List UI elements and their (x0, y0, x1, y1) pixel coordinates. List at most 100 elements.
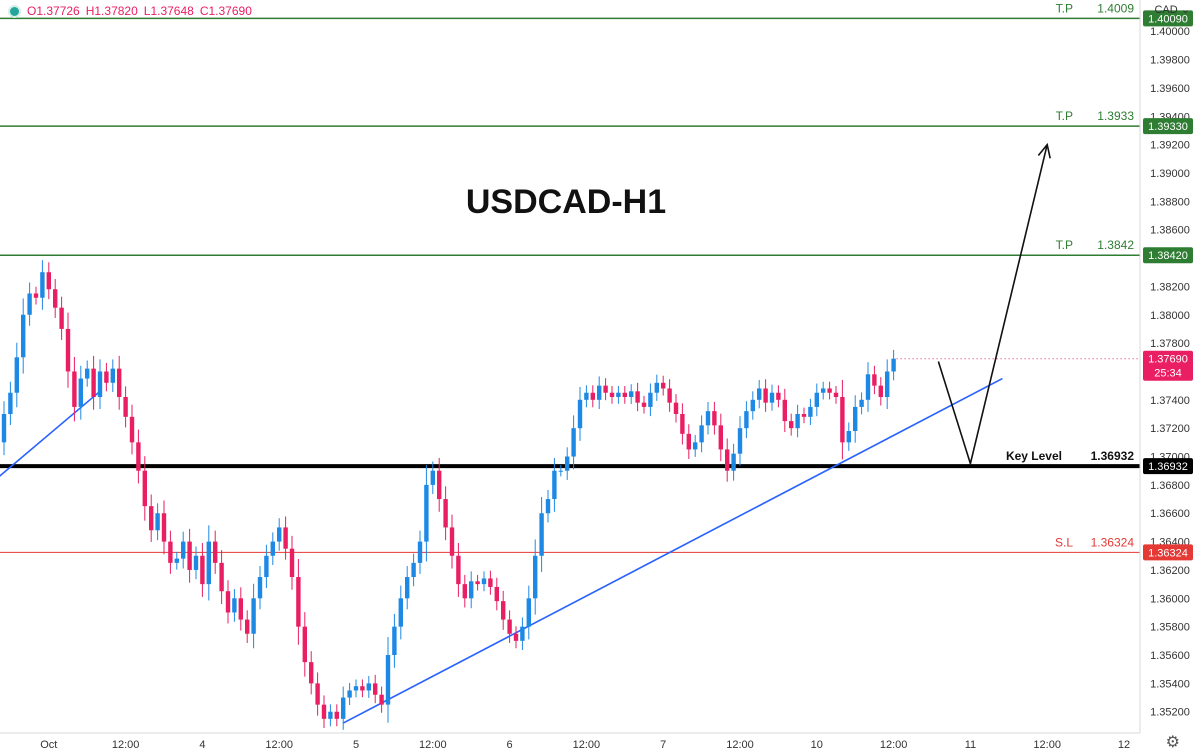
candle-body (424, 484, 429, 542)
x-tick-label: 12:00 (419, 739, 447, 751)
candle-body (737, 428, 743, 454)
x-tick-label: 12:00 (880, 739, 908, 751)
candle-body (827, 388, 832, 393)
x-tick-label: 12:00 (112, 739, 140, 751)
candle-body (558, 470, 563, 472)
candle-body (91, 368, 96, 397)
candle-body (789, 421, 794, 429)
sl-price-tag-text: 1.36324 (1148, 547, 1188, 559)
candle-body (513, 633, 519, 641)
candle-body (85, 368, 90, 379)
x-tick-label: 12:00 (265, 739, 293, 751)
y-tick-label: 1.38200 (1150, 281, 1190, 293)
x-tick-label: Oct (40, 739, 57, 751)
candle-body (616, 392, 621, 397)
candle-body (757, 388, 762, 400)
candle-body (833, 392, 839, 397)
tp-level-label: T.P (1056, 109, 1073, 123)
y-tick-label: 1.38600 (1150, 225, 1190, 237)
x-tick-label: 11 (965, 739, 976, 751)
price-axis[interactable]: 1.400001.398001.396001.394001.392001.390… (1150, 26, 1190, 719)
candle-body (584, 392, 589, 400)
countdown-text: 25:34 (1154, 368, 1182, 380)
time-axis[interactable]: Oct 12:00 4 12:00 5 12:00 6 12:00 7 12:00 10 12:00 1… (40, 739, 1130, 751)
candle-body (750, 399, 755, 412)
tp-price-tag (1143, 247, 1193, 264)
candle-body (110, 368, 115, 383)
candle-body (571, 428, 576, 457)
candle-body (597, 385, 602, 400)
sl-level-value: 1.36324 (1091, 535, 1135, 549)
current-price-tag (1143, 350, 1193, 381)
currency-selector[interactable]: CAD ⌄ (1154, 3, 1190, 16)
tp-price-tag (1143, 118, 1193, 135)
candle-body (661, 382, 666, 389)
candle-body (552, 470, 557, 500)
x-tick-label: 10 (811, 739, 823, 751)
candle-body (872, 374, 877, 386)
key-level-label: Key Level (1006, 449, 1062, 463)
candle-body (257, 577, 263, 599)
candle-body (187, 541, 192, 570)
tp-level-value: 1.3933 (1097, 109, 1134, 123)
candle-body (814, 392, 819, 407)
candle-body (680, 413, 685, 434)
y-tick-label: 1.37800 (1150, 338, 1190, 350)
y-tick-label: 1.38800 (1150, 196, 1190, 208)
y-tick-label: 1.40000 (1150, 26, 1190, 38)
candle-body (59, 307, 64, 329)
tp-level-label: T.P (1056, 1, 1073, 15)
candle-body (629, 391, 634, 397)
candle-body (174, 558, 179, 563)
candle-body (206, 541, 211, 585)
candle-body (360, 686, 365, 691)
candle-body (462, 584, 467, 599)
candle-body (129, 416, 135, 443)
candle-body (373, 683, 378, 695)
high-value: H1.37820 (85, 4, 138, 18)
candle-body (801, 413, 807, 417)
candle-body (117, 368, 122, 397)
candle-body (328, 711, 333, 719)
trendline[interactable] (342, 377, 1003, 724)
status-dot-icon (8, 4, 21, 18)
candle-body (136, 442, 141, 471)
candle-body (769, 392, 775, 403)
candle-body (635, 391, 640, 403)
candle-body (181, 541, 186, 559)
chart-title: USDCAD-H1 (466, 183, 666, 221)
sl-level-label: S.L (1055, 535, 1073, 549)
gear-icon[interactable]: ⚙ (1165, 734, 1180, 751)
x-tick-label: 7 (660, 739, 666, 751)
chevron-down-icon: ⌄ (1180, 4, 1190, 16)
candle-body (699, 425, 704, 443)
y-tick-label: 1.35600 (1150, 650, 1190, 662)
candle-body (853, 406, 858, 432)
candle-body (641, 402, 647, 407)
candle-body (245, 619, 250, 634)
candle-body (526, 598, 531, 627)
open-value: O1.37726 (27, 4, 80, 18)
candle-body (609, 392, 615, 397)
y-tick-label: 1.39800 (1150, 55, 1190, 67)
candle-body (46, 272, 51, 290)
candle-body (302, 626, 307, 663)
low-value: L1.37648 (143, 4, 194, 18)
candle-body (385, 655, 391, 705)
key-price-tag (1143, 458, 1193, 475)
candle-body (65, 328, 71, 372)
y-tick-label: 1.36200 (1150, 565, 1190, 577)
candle-body (213, 541, 218, 563)
candle-body (417, 541, 423, 563)
candle-body (590, 392, 595, 400)
candle-body (411, 562, 416, 578)
candle-body (40, 272, 45, 298)
candle-body (238, 598, 243, 620)
tp-level-label: T.P (1056, 238, 1073, 252)
y-tick-label: 1.37400 (1150, 395, 1190, 407)
candle-body (654, 382, 659, 393)
candle-body (865, 374, 871, 400)
candle-body (168, 541, 173, 563)
projection-path[interactable] (937, 144, 1048, 467)
